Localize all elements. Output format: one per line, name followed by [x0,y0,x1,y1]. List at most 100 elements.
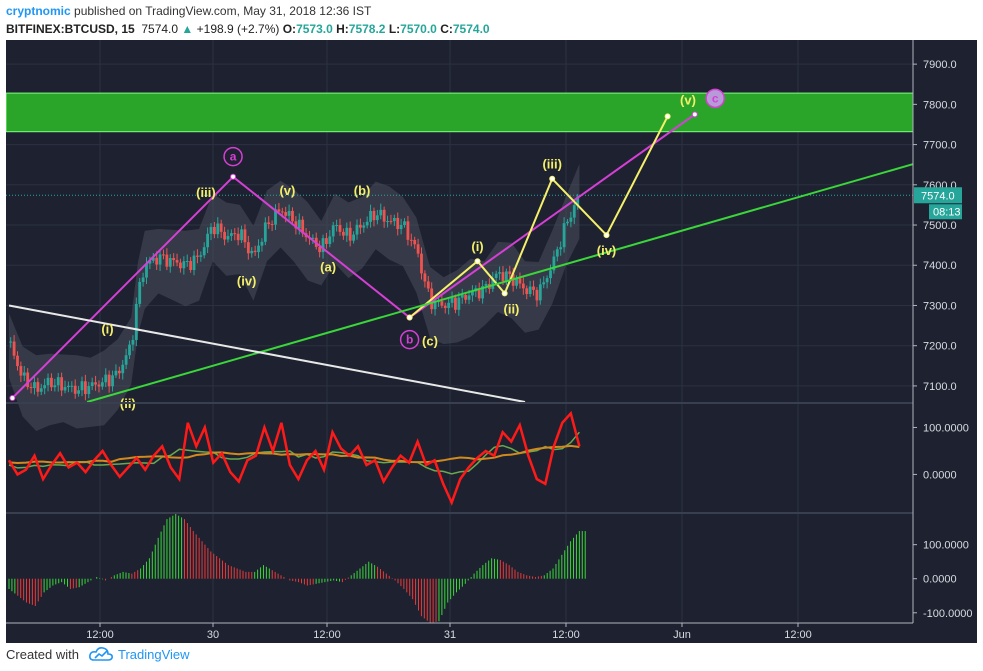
last-price-badge [914,187,962,204]
price-tick-label: 7700.0 [923,140,957,152]
author-link[interactable]: cryptnomic [6,4,71,18]
wave-point [603,232,610,239]
candle-body [396,217,400,230]
white-trendline-line [8,304,526,402]
candle-body [375,215,379,221]
candle-body [90,382,94,387]
candle-body [403,221,406,226]
candle-body [508,271,512,274]
candle-body [87,386,91,395]
candle-body [131,339,135,345]
candle-body [331,225,335,237]
osc-tick-label: 100.0000 [923,422,969,434]
candle-body [233,233,237,235]
wave-label: (a) [320,259,336,274]
candle-body [494,273,498,279]
wave-label: (iv) [237,273,257,288]
candle-body [335,225,339,227]
candle-body [501,272,505,282]
candle-body [416,244,420,254]
histogram-pane[interactable] [8,514,586,623]
wave-label-circle [705,88,725,109]
price-tick-label: 7500.0 [923,220,957,232]
candle-body [521,283,525,289]
candle-body [498,272,501,274]
candle-body [328,236,332,244]
close-value: 7574.0 [452,22,490,36]
candle-body [362,225,366,228]
wave-label: (ii) [504,301,520,316]
wave-label: (i) [101,322,113,337]
candle-body [471,291,474,296]
wave-label: (iii) [542,157,562,172]
candle-body [141,277,145,282]
candle-body [212,226,216,235]
price-change: +198.9 (+2.7%) [196,22,280,36]
ohlc-line: BITFINEX:BTCUSD, 15 7574.0 ▲ +198.9 (+2.… [6,22,490,36]
candle-body [53,385,57,388]
candle-body [515,278,518,286]
candle-body [12,341,16,356]
countdown-badge [929,204,962,220]
countdown-label: 08:13 [933,206,961,218]
oscillator-pane[interactable] [7,410,581,506]
chart-area[interactable]: a b c (i) (iii) (iv) (v) (a) (b) (c) (i) (ii) (iii) (… [5,40,977,643]
candle-body [535,289,539,301]
created-with-text: Created with [6,647,79,662]
candle-body [73,385,77,394]
magenta-abc-line [11,113,696,399]
candle-body [559,247,563,250]
time-tick-label: 30 [207,629,219,641]
candle-body [165,254,169,267]
high-value: 7578.2 [348,22,386,36]
candle-body [440,301,444,306]
candle-body [80,381,84,391]
tradingview-brand[interactable]: TradingView [118,647,190,662]
price-pane[interactable]: a b c (i) (iii) (iv) (v) (a) (b) (c) (i) (ii) (iii) (… [5,40,977,643]
price-tick-label: 7300.0 [923,300,957,312]
candle-body [552,256,556,271]
time-tick-label: Jun [673,629,691,641]
candle-body [202,247,206,256]
candle-body [467,295,471,300]
price-tick-label: 7900.0 [923,59,957,71]
published-text: published on TradingView.com, May 31, 20… [74,4,372,18]
candle-body [464,295,468,300]
candle-body [267,222,271,225]
candle-body [33,382,36,389]
wave-point [691,111,698,118]
candle-body [562,223,566,248]
wave-point [501,290,508,297]
wave-label: (i) [471,239,483,254]
candle-body [297,219,301,229]
candle-body [454,297,457,310]
candle-body [26,372,30,388]
candle-body [311,237,315,239]
wave-point [664,113,671,120]
candle-body [545,278,549,283]
candle-body [145,263,148,278]
candle-body [63,387,67,391]
wave-label: (iii) [196,185,216,200]
chart-svg[interactable]: a b c (i) (iii) (iv) (v) (a) (b) (c) (i) (ii) (iii) (… [5,40,977,643]
candle-body [504,271,508,282]
candle-body [192,255,196,271]
hist-tick-label: -100.0000 [923,608,973,620]
candle-body [155,257,159,265]
candle-body [477,288,481,299]
candle-body [291,210,294,222]
candle-body [443,305,447,309]
candle-body [576,196,580,206]
candle-body [94,382,97,385]
candle-body [172,258,176,261]
open-value: 7573.0 [296,22,333,36]
candle-body [250,250,254,254]
candle-body [399,225,403,230]
low-label: L: [388,22,401,36]
candle-body [348,227,352,241]
target-zone [5,92,914,133]
candle-body [16,355,19,367]
open-label: O: [282,22,297,36]
oscillator-line [7,410,581,506]
yellow-impulse-line [408,115,669,319]
